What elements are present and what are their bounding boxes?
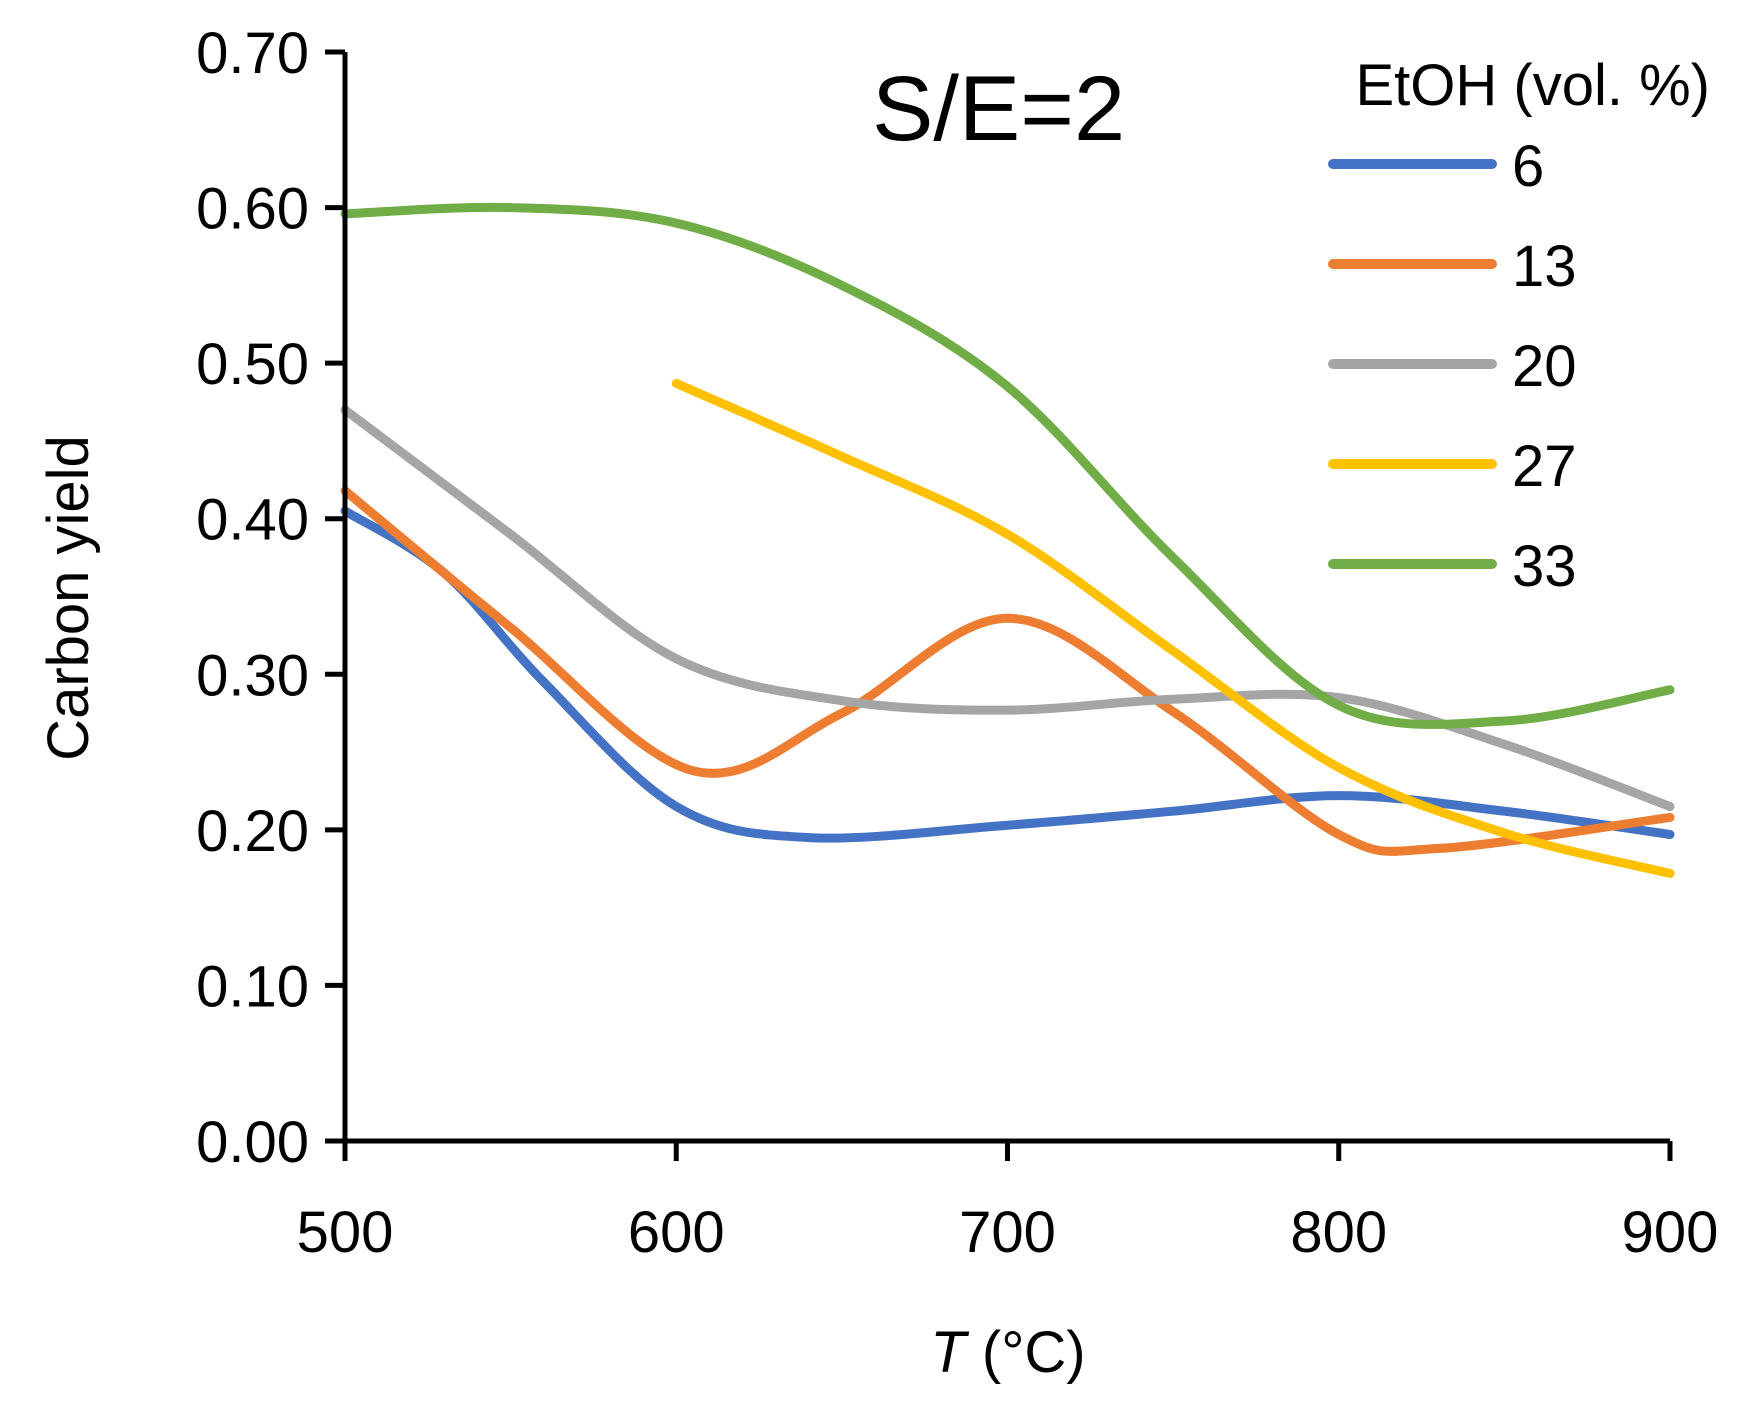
x-tick-label: 900 bbox=[1622, 1200, 1719, 1265]
y-tick-label: 0.40 bbox=[196, 488, 309, 553]
series-layer bbox=[340, 202, 1675, 878]
legend-label-33: 33 bbox=[1512, 534, 1577, 599]
x-tick-label: 800 bbox=[1290, 1200, 1387, 1265]
y-tick-label: 0.20 bbox=[196, 799, 309, 864]
x-tick-label: 700 bbox=[959, 1200, 1056, 1265]
x-ticks: 500 600 700 800 900 bbox=[297, 1141, 1719, 1265]
legend-label-13: 13 bbox=[1512, 234, 1577, 299]
legend-label-20: 20 bbox=[1512, 334, 1577, 399]
x-axis-title-unit: (°C) bbox=[966, 1320, 1086, 1385]
series-line-20 bbox=[340, 405, 1675, 811]
y-axis-title: Carbon yield bbox=[36, 435, 101, 761]
x-tick-label: 500 bbox=[297, 1200, 394, 1265]
series-line-13 bbox=[340, 486, 1675, 856]
y-ticks: 0.00 0.10 0.20 0.30 0.40 0.50 0.60 0.70 bbox=[196, 21, 345, 1175]
legend-label-6: 6 bbox=[1512, 134, 1544, 199]
series-line-33 bbox=[340, 202, 1675, 729]
x-tick-label: 600 bbox=[628, 1200, 725, 1265]
x-axis-title-variable: T bbox=[930, 1320, 969, 1385]
y-tick-label: 0.50 bbox=[196, 332, 309, 397]
chart-annotation: S/E=2 bbox=[872, 58, 1125, 160]
y-tick-label: 0.00 bbox=[196, 1110, 309, 1175]
series-line-27 bbox=[671, 378, 1675, 878]
y-tick-label: 0.10 bbox=[196, 954, 309, 1019]
legend-title: EtOH (vol. %) bbox=[1356, 53, 1711, 118]
legend-label-27: 27 bbox=[1512, 434, 1577, 499]
legend: 6 13 20 27 33 bbox=[1328, 134, 1577, 599]
x-axis-title: T (°C) bbox=[930, 1320, 1085, 1385]
y-tick-label: 0.30 bbox=[196, 643, 309, 708]
y-tick-label: 0.60 bbox=[196, 177, 309, 242]
y-tick-label: 0.70 bbox=[196, 21, 309, 86]
